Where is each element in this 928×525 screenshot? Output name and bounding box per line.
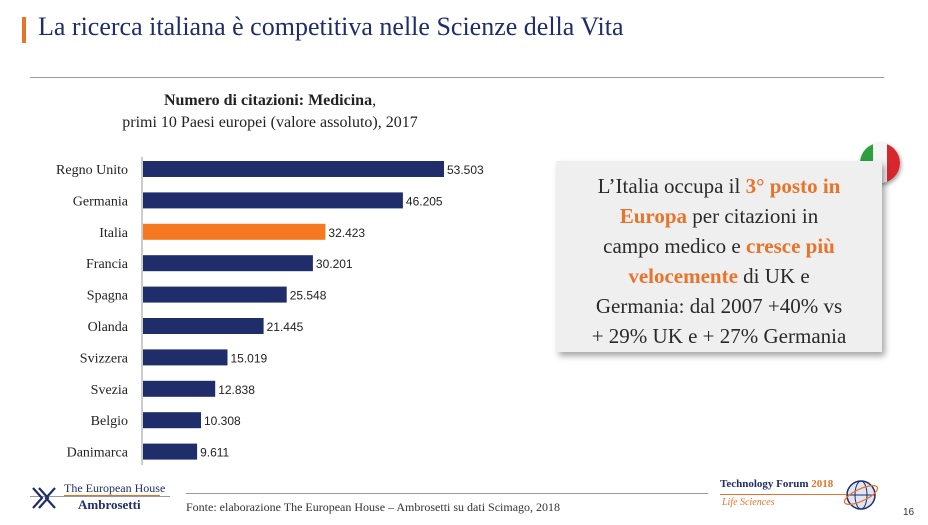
value-label: 30.201 — [316, 257, 353, 271]
callout-highlight-europe: Europa — [619, 204, 688, 228]
value-label: 46.205 — [406, 194, 443, 208]
source-note: Fonte: elaborazione The European House –… — [186, 500, 561, 514]
bar-svezia — [143, 380, 216, 397]
chart-title: Numero di citazioni: Medicina — [163, 92, 373, 109]
category-label: Spagna — [87, 289, 129, 304]
title-accent-bar — [22, 17, 26, 43]
category-label: Francia — [86, 257, 129, 272]
value-label: 32.423 — [328, 226, 365, 240]
bar-danimarca — [143, 443, 198, 460]
category-label: Italia — [99, 226, 129, 241]
category-label: Svizzera — [80, 351, 129, 366]
bar-regno-unito — [143, 161, 444, 177]
callout-highlight-rank: 3° posto in — [745, 174, 841, 198]
bar-olanda — [143, 318, 264, 334]
title-divider — [30, 77, 884, 78]
event-subtitle: Life Sciences — [722, 497, 775, 508]
page-number: 16 — [903, 507, 915, 518]
chart-subtitle: primi 10 Paesi europei (valore assoluto)… — [122, 114, 418, 131]
value-label: 15.019 — [231, 351, 268, 365]
ambrosetti-logo-icon — [32, 487, 56, 509]
footer-divider-left — [30, 496, 170, 497]
callout-box: L’Italia occupa il 3° posto in Europa pe… — [556, 161, 882, 352]
chart-title-suffix: , — [372, 92, 377, 109]
value-label: 9.611 — [200, 446, 229, 460]
callout-highlight-speed: velocemente — [628, 264, 738, 288]
bar-svizzera — [143, 349, 228, 366]
logo-line1: The European House — [64, 481, 166, 495]
category-label: Olanda — [88, 320, 129, 335]
value-label: 25.548 — [290, 289, 327, 303]
footer-divider — [186, 493, 708, 494]
callout-line6: + 29% UK e + 27% Germania — [591, 324, 847, 348]
event-title: Technology Forum — [720, 478, 809, 490]
bar-belgio — [143, 412, 201, 429]
logo-line2: Ambrosetti — [78, 497, 141, 512]
category-label: Svezia — [91, 383, 129, 398]
bars-group: Regno Unito 53.503 Germania 46.205 Italia 32.… — [56, 161, 484, 461]
bar-francia — [143, 255, 313, 272]
category-label: Germania — [73, 194, 129, 209]
event-year: 2018 — [811, 478, 834, 490]
callout-line5: Germania: dal 2007 +40% vs — [595, 294, 843, 318]
value-label: 53.503 — [447, 163, 484, 177]
logo-divider — [64, 495, 160, 496]
bar-italia — [143, 223, 326, 240]
callout-line2: per citazioni in — [687, 204, 819, 228]
value-label: 21.445 — [267, 320, 304, 334]
event-title-block: Technology Forum 2018 — [720, 478, 833, 490]
bar-spagna — [143, 286, 287, 303]
value-label: 10.308 — [204, 414, 241, 428]
callout-line3: campo medico e — [603, 234, 746, 258]
callout-text: L’Italia occupa il 3° posto in Europa pe… — [556, 171, 882, 351]
category-label: Belgio — [91, 414, 128, 429]
chart-title-block: Numero di citazioni: Medicina, primi 10 … — [60, 90, 480, 134]
callout-line1: L’Italia occupa il — [597, 174, 746, 198]
callout-line4: di UK e — [737, 264, 810, 288]
event-divider — [720, 494, 846, 495]
technology-forum-globe-icon — [843, 480, 879, 510]
category-label: Regno Unito — [56, 163, 128, 178]
value-label: 12.838 — [218, 383, 255, 397]
callout-highlight-growth: cresce più — [746, 234, 835, 258]
bar-germania — [143, 192, 403, 209]
page-title: La ricerca italiana è competitiva nelle … — [38, 12, 624, 41]
category-label: Danimarca — [67, 446, 129, 461]
